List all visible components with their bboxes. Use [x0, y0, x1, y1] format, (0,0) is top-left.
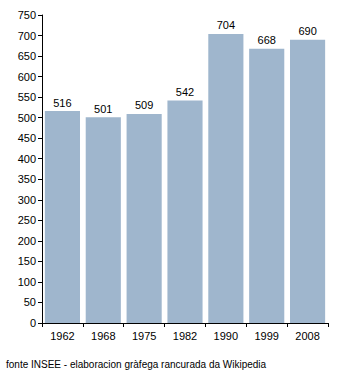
- svg-text:450: 450: [18, 132, 36, 144]
- svg-text:650: 650: [18, 50, 36, 62]
- svg-text:100: 100: [18, 276, 36, 288]
- svg-text:704: 704: [217, 19, 235, 31]
- svg-text:516: 516: [53, 97, 71, 109]
- svg-text:0: 0: [30, 317, 36, 329]
- svg-text:509: 509: [135, 99, 153, 111]
- svg-text:150: 150: [18, 255, 36, 267]
- svg-text:700: 700: [18, 30, 36, 42]
- svg-text:1975: 1975: [132, 330, 156, 342]
- svg-text:400: 400: [18, 153, 36, 165]
- svg-text:750: 750: [18, 9, 36, 21]
- svg-text:542: 542: [176, 86, 194, 98]
- svg-text:1962: 1962: [50, 330, 74, 342]
- svg-text:300: 300: [18, 194, 36, 206]
- svg-text:2008: 2008: [295, 330, 319, 342]
- svg-text:501: 501: [94, 103, 112, 115]
- svg-text:1982: 1982: [173, 330, 197, 342]
- svg-text:fonte INSEE - elaboracion gràf: fonte INSEE - elaboracion gràfega rancur…: [6, 359, 267, 370]
- svg-text:50: 50: [24, 296, 36, 308]
- svg-text:200: 200: [18, 235, 36, 247]
- svg-text:1999: 1999: [254, 330, 278, 342]
- svg-text:1968: 1968: [91, 330, 115, 342]
- svg-text:550: 550: [18, 91, 36, 103]
- svg-text:668: 668: [258, 34, 276, 46]
- svg-text:350: 350: [18, 173, 36, 185]
- svg-text:690: 690: [298, 25, 316, 37]
- svg-text:1990: 1990: [214, 330, 238, 342]
- svg-text:500: 500: [18, 112, 36, 124]
- svg-text:250: 250: [18, 214, 36, 226]
- svg-text:600: 600: [18, 71, 36, 83]
